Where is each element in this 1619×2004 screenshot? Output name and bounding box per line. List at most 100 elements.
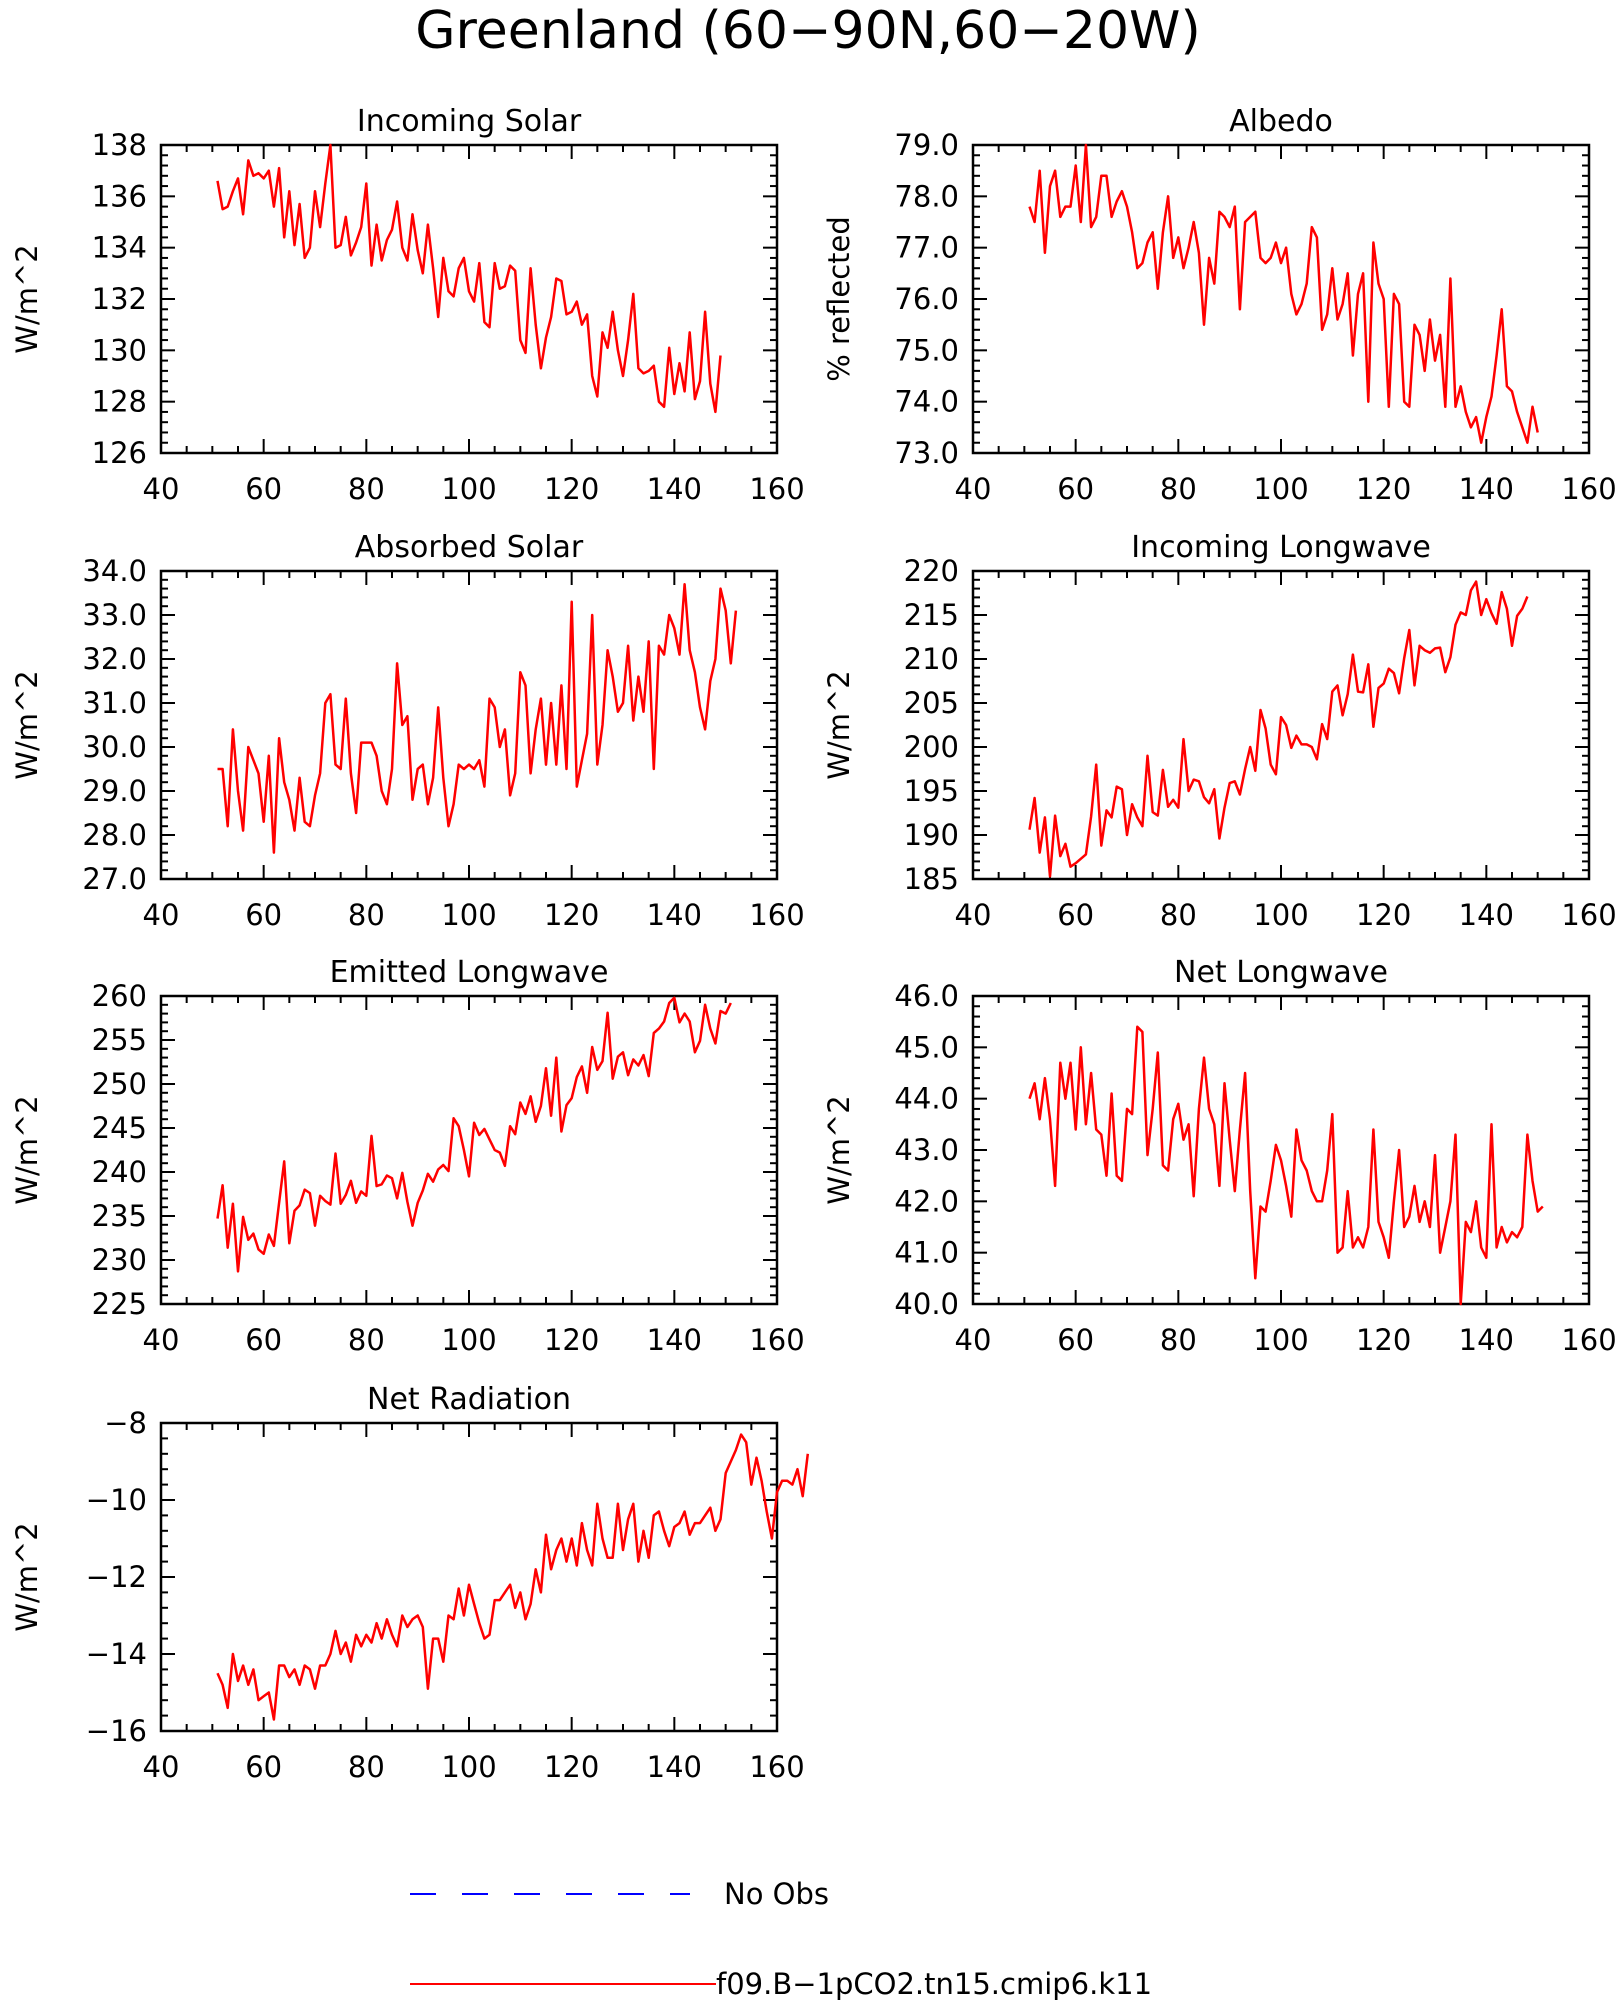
panel-title: Net Longwave xyxy=(1174,955,1388,990)
x-tick-label: 120 xyxy=(1356,898,1411,932)
panel-title: Albedo xyxy=(1229,104,1333,139)
y-tick-label: 29.0 xyxy=(82,774,147,808)
x-tick-label: 60 xyxy=(245,1323,282,1357)
x-tick-label: 40 xyxy=(143,472,180,506)
y-tick-label: 260 xyxy=(92,979,147,1013)
y-tick-label: 27.0 xyxy=(82,862,147,896)
y-tick-label: −14 xyxy=(86,1637,147,1671)
x-tick-label: 40 xyxy=(143,898,180,932)
y-tick-label: 77.0 xyxy=(894,231,959,265)
x-tick-label: 120 xyxy=(544,898,599,932)
y-tick-label: 126 xyxy=(92,436,147,470)
y-axis-label: % reflected xyxy=(822,216,856,382)
x-tick-label: 160 xyxy=(1561,898,1616,932)
x-tick-label: 100 xyxy=(441,1750,496,1784)
y-tick-label: 220 xyxy=(904,554,959,588)
y-tick-label: 30.0 xyxy=(82,730,147,764)
x-tick-label: 160 xyxy=(1561,1323,1616,1357)
x-tick-label: 160 xyxy=(749,1750,804,1784)
chart-panel-4: 40 60 80 100 120 140 160 185 190 195 200 205 210 215 2… xyxy=(822,530,1617,932)
y-tick-label: 73.0 xyxy=(894,436,959,470)
x-tick-label: 40 xyxy=(955,1323,992,1357)
x-tick-label: 100 xyxy=(441,898,496,932)
x-tick-label: 80 xyxy=(348,1323,385,1357)
y-tick-label: 41.0 xyxy=(894,1236,959,1270)
series-line xyxy=(216,1433,810,1721)
x-tick-label: 140 xyxy=(647,1323,702,1357)
y-tick-label: 45.0 xyxy=(894,1030,959,1064)
x-tick-label: 100 xyxy=(441,472,496,506)
x-tick-label: 80 xyxy=(1160,472,1197,506)
series-line xyxy=(216,143,722,414)
x-tick-label: 40 xyxy=(143,1750,180,1784)
y-axis-label: W/m^2 xyxy=(10,244,44,353)
y-tick-label: 225 xyxy=(92,1287,147,1321)
x-tick-label: 60 xyxy=(1057,1323,1094,1357)
y-tick-label: −12 xyxy=(86,1560,147,1594)
x-tick-label: 80 xyxy=(1160,898,1197,932)
y-tick-label: 195 xyxy=(904,774,959,808)
y-tick-label: 210 xyxy=(904,642,959,676)
x-tick-label: 120 xyxy=(544,472,599,506)
y-tick-label: 132 xyxy=(92,282,147,316)
panel-title: Emitted Longwave xyxy=(330,955,609,990)
x-tick-label: 140 xyxy=(1459,472,1514,506)
x-tick-label: 160 xyxy=(749,898,804,932)
x-tick-label: 40 xyxy=(955,472,992,506)
chart-panels: 40 60 80 100 120 140 160 126 128 130 132 134 136 138 I… xyxy=(10,104,1617,1784)
series-line xyxy=(1028,143,1539,444)
x-tick-label: 80 xyxy=(348,898,385,932)
series-line xyxy=(1028,1025,1544,1306)
y-axis-label: W/m^2 xyxy=(10,670,44,779)
y-tick-label: 34.0 xyxy=(82,554,147,588)
x-tick-label: 160 xyxy=(749,1323,804,1357)
y-tick-label: 235 xyxy=(92,1199,147,1233)
panel-title: Incoming Solar xyxy=(357,104,582,139)
y-tick-label: 134 xyxy=(92,231,147,265)
plot-frame xyxy=(159,1421,779,1733)
y-tick-label: 76.0 xyxy=(894,282,959,316)
panel-title: Absorbed Solar xyxy=(355,530,584,565)
y-tick-label: 33.0 xyxy=(82,598,147,632)
plot-frame xyxy=(159,569,779,881)
y-axis-label: W/m^2 xyxy=(10,1522,44,1631)
x-tick-label: 80 xyxy=(348,1750,385,1784)
y-tick-label: 75.0 xyxy=(894,333,959,367)
chart-panel-5: 40 60 80 100 120 140 160 225 230 235 240 245 250 255 2… xyxy=(10,955,805,1357)
legend: No Obs f09.B−1pCO2.tn15.cmip6.k11 xyxy=(410,1877,1152,2001)
x-tick-label: 160 xyxy=(749,472,804,506)
y-tick-label: 245 xyxy=(92,1111,147,1145)
chart-panel-7: 40 60 80 100 120 140 160 −16 −14 −12 −10 −8 Net Radi… xyxy=(10,1382,810,1784)
y-tick-label: −10 xyxy=(86,1483,147,1517)
x-tick-label: 80 xyxy=(1160,1323,1197,1357)
legend-label-model: f09.B−1pCO2.tn15.cmip6.k11 xyxy=(716,1967,1152,2001)
series-line xyxy=(216,996,732,1273)
y-tick-label: 128 xyxy=(92,385,147,419)
x-tick-label: 100 xyxy=(1253,898,1308,932)
y-tick-label: 205 xyxy=(904,686,959,720)
x-tick-label: 60 xyxy=(245,898,282,932)
y-tick-label: 31.0 xyxy=(82,686,147,720)
y-tick-label: 185 xyxy=(904,862,959,896)
x-tick-label: 60 xyxy=(1057,472,1094,506)
x-tick-label: 100 xyxy=(441,1323,496,1357)
y-tick-label: 230 xyxy=(92,1243,147,1277)
y-tick-label: 255 xyxy=(92,1023,147,1057)
y-tick-label: 130 xyxy=(92,333,147,367)
y-tick-label: 32.0 xyxy=(82,642,147,676)
y-tick-label: 240 xyxy=(92,1155,147,1189)
y-tick-label: 46.0 xyxy=(894,979,959,1013)
x-tick-label: 40 xyxy=(143,1323,180,1357)
y-tick-label: −16 xyxy=(86,1714,147,1748)
x-tick-label: 80 xyxy=(348,472,385,506)
panel-title: Incoming Longwave xyxy=(1131,530,1431,565)
y-tick-label: 250 xyxy=(92,1067,147,1101)
chart-panel-2: 40 60 80 100 120 140 160 73.0 74.0 75.0 76.0 77.0 78… xyxy=(822,104,1617,506)
y-tick-label: 74.0 xyxy=(894,385,959,419)
x-tick-label: 140 xyxy=(647,898,702,932)
y-tick-label: 43.0 xyxy=(894,1133,959,1167)
x-tick-label: 160 xyxy=(1561,472,1616,506)
y-tick-label: 42.0 xyxy=(894,1184,959,1218)
y-tick-label: 215 xyxy=(904,598,959,632)
